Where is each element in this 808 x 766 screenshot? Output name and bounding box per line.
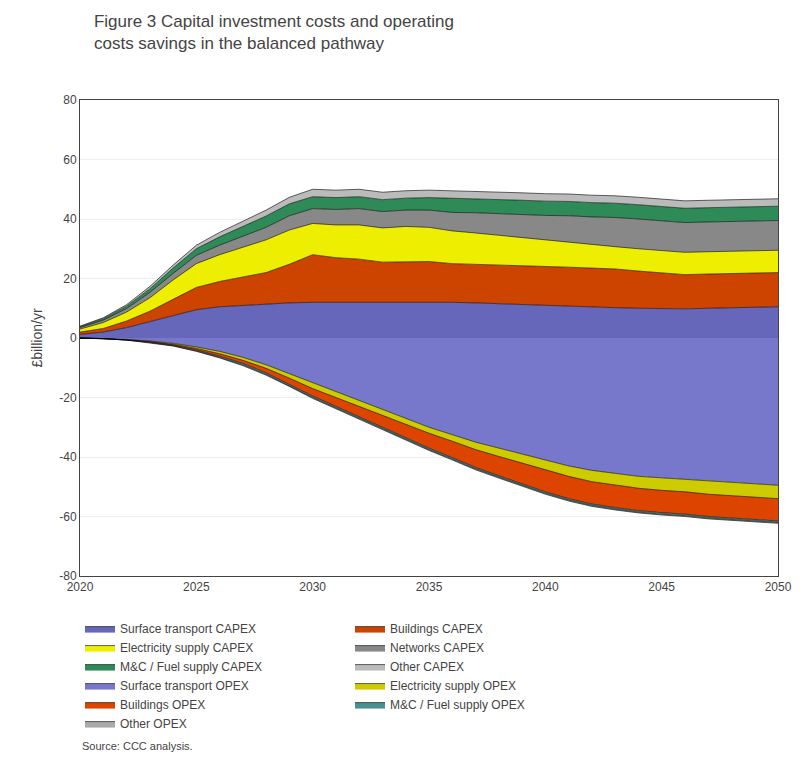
svg-text:Networks CAPEX: Networks CAPEX: [390, 641, 484, 655]
svg-text:Electricity supply OPEX: Electricity supply OPEX: [390, 679, 516, 693]
svg-text:0: 0: [70, 331, 77, 345]
svg-text:M&C / Fuel supply CAPEX: M&C / Fuel supply CAPEX: [120, 660, 262, 674]
svg-text:60: 60: [63, 153, 77, 167]
svg-text:2040: 2040: [532, 580, 559, 594]
svg-text:-20: -20: [59, 391, 77, 405]
svg-text:Other CAPEX: Other CAPEX: [390, 660, 464, 674]
svg-text:2030: 2030: [299, 580, 326, 594]
svg-text:2035: 2035: [416, 580, 443, 594]
svg-text:80: 80: [63, 93, 77, 107]
svg-text:Source: CCC analysis.: Source: CCC analysis.: [82, 740, 193, 752]
svg-text:2050: 2050: [765, 580, 792, 594]
svg-text:M&C / Fuel supply OPEX: M&C / Fuel supply OPEX: [390, 698, 525, 712]
svg-text:-40: -40: [59, 450, 77, 464]
svg-text:2020: 2020: [67, 580, 94, 594]
svg-text:40: 40: [63, 212, 77, 226]
svg-text:Other OPEX: Other OPEX: [120, 717, 187, 731]
svg-text:-60: -60: [59, 510, 77, 524]
svg-text:20: 20: [63, 272, 77, 286]
svg-text:2045: 2045: [648, 580, 675, 594]
svg-text:Electricity supply CAPEX: Electricity supply CAPEX: [120, 641, 253, 655]
svg-text:2025: 2025: [183, 580, 210, 594]
svg-text:£billion/yr: £billion/yr: [29, 308, 45, 367]
svg-text:Buildings CAPEX: Buildings CAPEX: [390, 622, 483, 636]
svg-text:Buildings OPEX: Buildings OPEX: [120, 698, 205, 712]
svg-text:-80: -80: [59, 569, 77, 583]
svg-text:Surface transport CAPEX: Surface transport CAPEX: [120, 622, 256, 636]
svg-text:Figure 3 Capital investment co: Figure 3 Capital investment costs and op…: [94, 12, 454, 53]
svg-text:Surface transport OPEX: Surface transport OPEX: [120, 679, 249, 693]
